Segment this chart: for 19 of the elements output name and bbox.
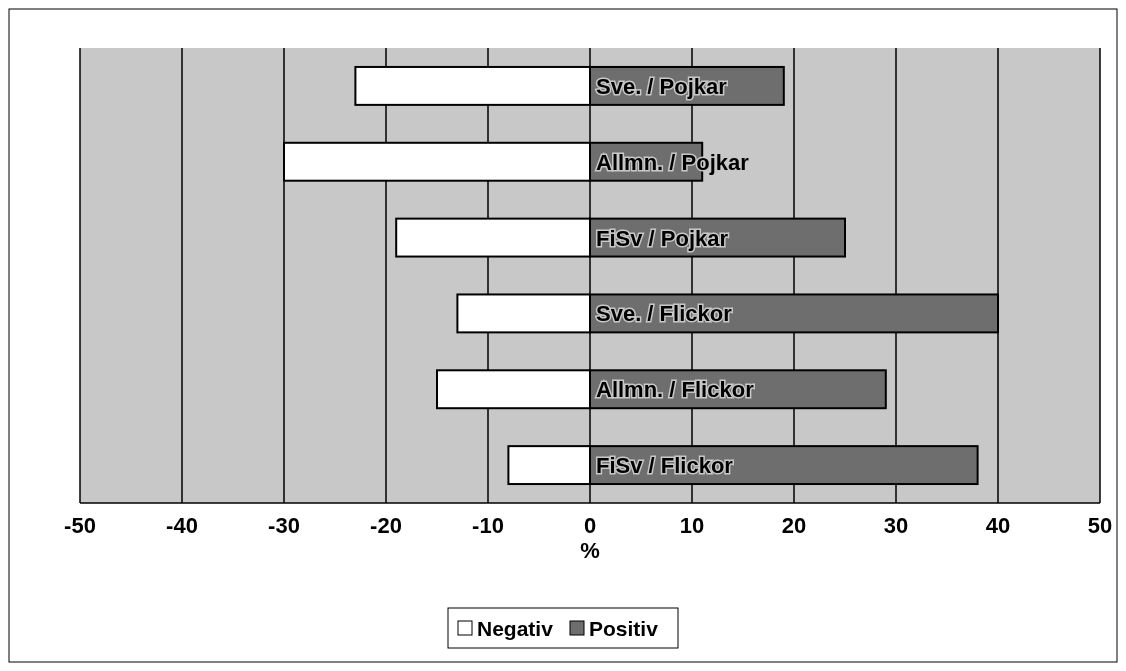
- x-tick-label: -30: [268, 513, 300, 538]
- legend-label: Positiv: [589, 617, 659, 640]
- y-tick-label: FiSv / Flickor: [596, 453, 734, 479]
- x-tick-label: -10: [472, 513, 504, 538]
- y-tick-label: Allmn. / Flickor: [596, 377, 755, 403]
- x-tick-label: -20: [370, 513, 402, 538]
- x-axis-title: %: [580, 538, 600, 563]
- y-tick-label: Sve. / Pojkar: [596, 73, 728, 99]
- x-tick-label: -50: [64, 513, 96, 538]
- x-tick-label: 50: [1087, 513, 1113, 538]
- x-tick-label: 0: [583, 513, 597, 538]
- x-tick-label: -40: [166, 513, 198, 538]
- y-tick-label: Sve. / Flickor: [596, 301, 733, 327]
- y-tick-label: FiSv / Pojkar: [596, 225, 729, 251]
- legend-label: Negativ: [477, 617, 554, 640]
- x-tick-label: 20: [781, 513, 807, 538]
- x-tick-label: 30: [883, 513, 909, 538]
- x-tick-label: 10: [679, 513, 705, 538]
- x-tick-label: 40: [985, 513, 1011, 538]
